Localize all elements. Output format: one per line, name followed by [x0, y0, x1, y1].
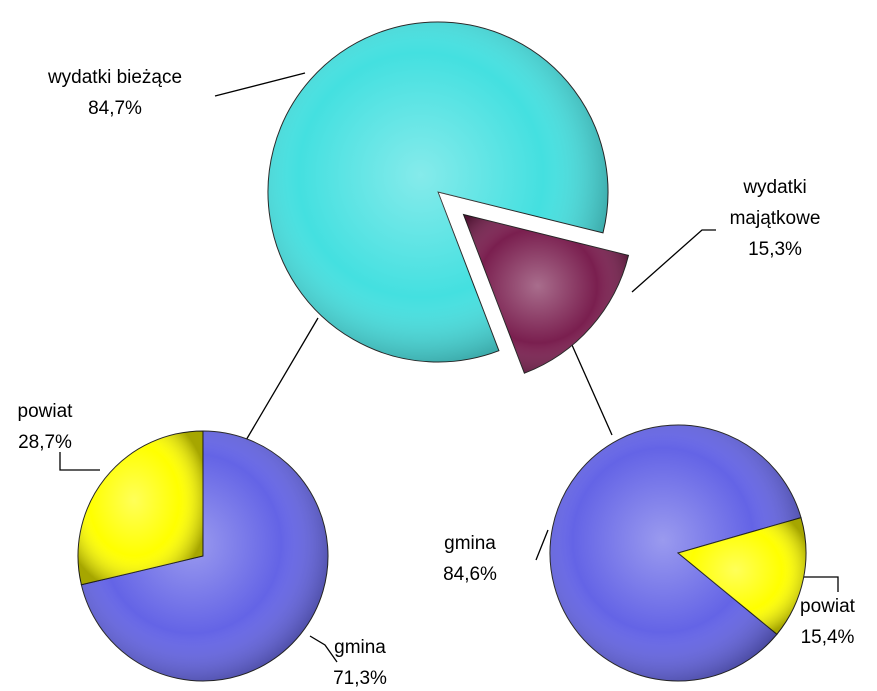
- category-label: wydatki majątkowe: [729, 177, 821, 229]
- leader-line: [631, 229, 716, 293]
- value-label: 71,3%: [333, 668, 387, 689]
- pie-slice-shading: [77, 431, 203, 585]
- pie-slice-shading: [268, 22, 608, 363]
- category-label: powiat: [17, 401, 73, 422]
- value-label: 84,6%: [443, 564, 497, 585]
- leader-line: [798, 576, 839, 592]
- category-label: gmina: [444, 533, 496, 554]
- leader-line: [59, 452, 100, 471]
- category-label: wydatki bieżące: [47, 67, 183, 88]
- value-label: 84,7%: [88, 98, 142, 119]
- value-label: 15,3%: [748, 239, 802, 260]
- slice-label: powiat 28,7%: [10, 396, 80, 458]
- leader-line: [309, 635, 338, 663]
- slice-label: gmina 71,3%: [325, 632, 395, 691]
- pie-slice-shading: [678, 517, 807, 635]
- slice-label: gmina 84,6%: [435, 528, 505, 590]
- value-label: 28,7%: [18, 432, 72, 453]
- slice-label: wydatki majątkowe 15,3%: [700, 172, 850, 265]
- leader-line: [214, 72, 306, 97]
- category-label: powiat: [800, 596, 855, 617]
- slice-label: powiat 15,4%: [790, 591, 865, 653]
- slice-label: wydatki bieżące 84,7%: [20, 62, 210, 124]
- leader-line: [535, 529, 549, 561]
- pie-slice-shading: [550, 424, 802, 681]
- connector: [241, 317, 319, 448]
- category-label: gmina: [334, 637, 386, 658]
- value-label: 15,4%: [800, 627, 855, 648]
- pie-slice-shading: [81, 431, 328, 682]
- pie-slice-shading: [463, 214, 629, 374]
